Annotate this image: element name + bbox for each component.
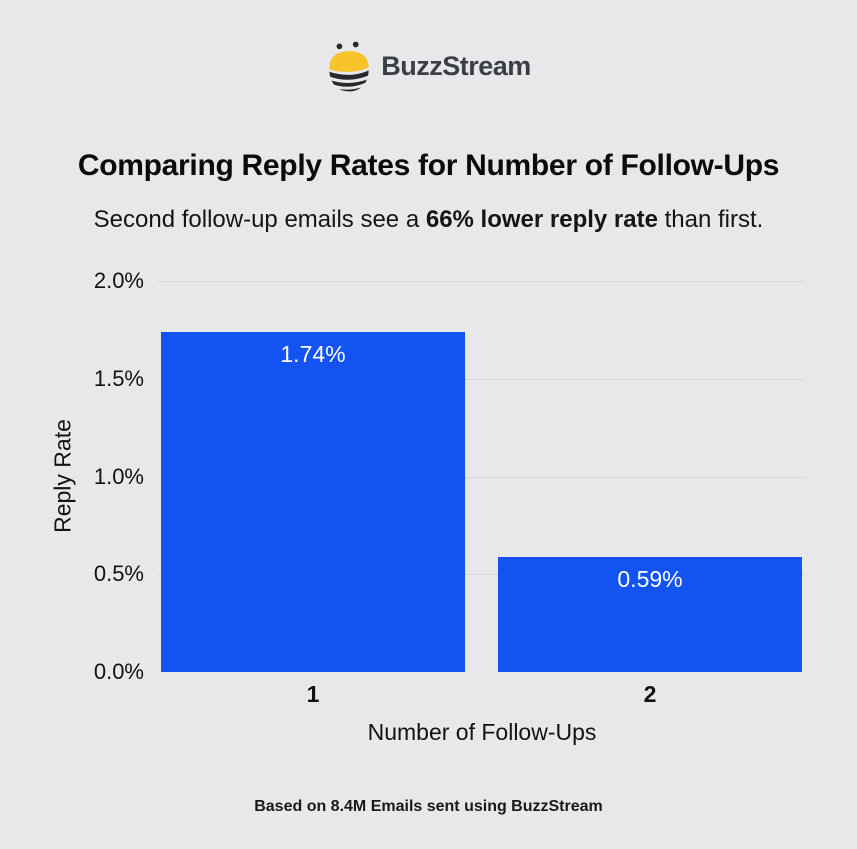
bee-icon <box>328 41 370 92</box>
y-tick-label: 0.0% <box>93 659 144 684</box>
bar-value-label: 1.74% <box>280 340 346 367</box>
x-tick-label: 1 <box>306 681 320 707</box>
logo: BuzzStream <box>0 40 857 92</box>
page-title: Comparing Reply Rates for Number of Foll… <box>77 149 780 183</box>
y-tick-label: 2.0% <box>93 268 144 293</box>
plot-area: 1.74% 0.59% <box>158 281 805 672</box>
x-axis-title: Number of Follow-Ups <box>367 719 597 745</box>
x-tick-label: 2 <box>643 681 657 707</box>
y-tick-label: 1.0% <box>93 463 144 489</box>
gridline <box>158 378 805 380</box>
y-tick-label: 1.5% <box>93 365 144 391</box>
page-subtitle: Second follow-up emails see a 66% lower … <box>0 205 857 235</box>
brand-name: BuzzStream <box>381 50 531 81</box>
bar: 0.59% <box>498 556 802 672</box>
subtitle-suffix: than first. <box>657 206 764 233</box>
bar-value-label: 0.59% <box>617 565 683 592</box>
bar: 1.74% <box>161 331 465 672</box>
subtitle-prefix: Second follow-up emails see a <box>93 206 426 233</box>
gridline <box>158 281 805 282</box>
subtitle-highlight: 66% lower reply rate <box>425 206 658 233</box>
source-note: Based on 8.4M Emails sent using BuzzStre… <box>254 798 603 815</box>
y-tick-label: 0.5% <box>93 561 144 587</box>
gridline <box>158 574 805 576</box>
gridline <box>158 476 805 478</box>
